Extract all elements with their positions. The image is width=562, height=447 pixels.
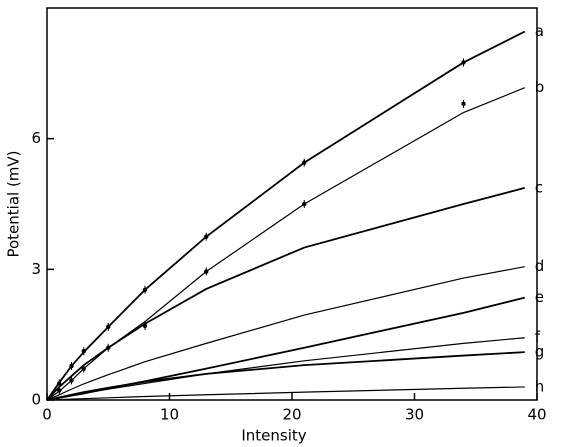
x-tick-label: 10 (160, 406, 179, 424)
curve-label: d (535, 257, 545, 275)
data-point (81, 347, 86, 356)
data-point (142, 285, 148, 294)
curve-label: a (535, 22, 544, 40)
curve-label: g (535, 343, 545, 361)
x-tick-label: 20 (282, 406, 301, 424)
curve (46, 87, 525, 401)
x-tick-label: 30 (405, 406, 424, 424)
curve (46, 296, 525, 401)
y-tick-label: 3 (31, 260, 41, 278)
curve (46, 386, 525, 401)
data-point (204, 232, 209, 241)
data-point (106, 322, 111, 331)
curve-label: h (535, 377, 545, 395)
data-point (461, 58, 466, 67)
y-tick-label: 0 (31, 391, 41, 409)
curve (46, 351, 525, 401)
curve-label: c (535, 178, 543, 196)
y-axis-label: Potential (mV) (5, 150, 23, 257)
y-tick-label: 6 (31, 129, 41, 147)
data-point (69, 376, 74, 385)
x-tick-label: 40 (527, 406, 546, 424)
curve (46, 337, 525, 401)
curve (46, 30, 526, 401)
curve (46, 187, 525, 401)
curve-label: e (535, 288, 544, 306)
x-tick-label: 0 (42, 406, 52, 424)
curve-label: f (535, 328, 541, 346)
curve (46, 266, 525, 401)
data-point (204, 267, 209, 276)
data-point (302, 200, 307, 208)
curve-label: b (535, 78, 545, 96)
x-axis-label: Intensity (241, 427, 306, 445)
data-point (302, 158, 307, 167)
data-point (69, 362, 74, 371)
data-point (461, 99, 466, 108)
